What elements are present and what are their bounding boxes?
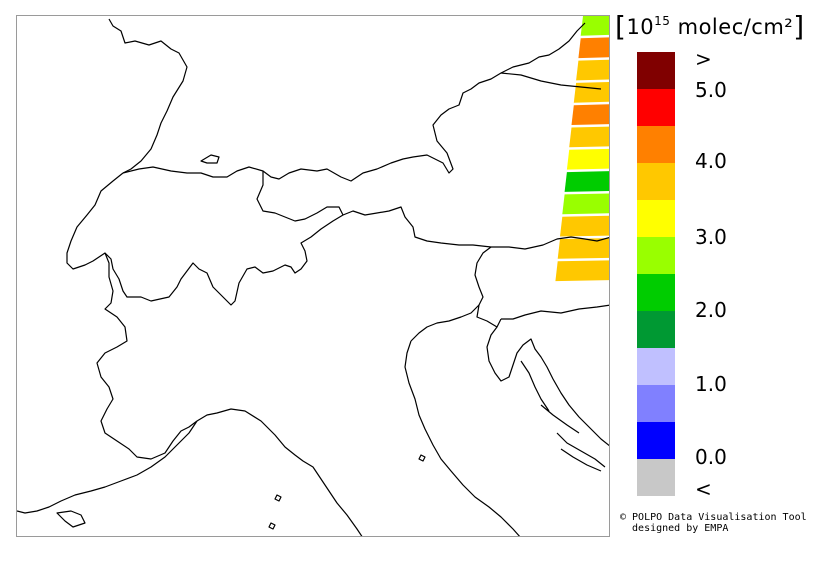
legend-unit-label: [1015 molec/cm²]	[615, 8, 805, 43]
legend-swatch-10	[637, 422, 675, 459]
small-island-1	[274, 494, 282, 502]
legend-swatch-5	[637, 237, 675, 274]
swath-pixel-4	[571, 104, 609, 125]
istria-coast	[486, 326, 609, 447]
map-panel[interactable]	[16, 15, 610, 537]
legend-swatch-2	[637, 126, 675, 163]
legend-swatch-4	[637, 200, 675, 237]
ligurian-coast	[196, 408, 363, 536]
legend-swatch-0	[637, 52, 675, 89]
legend-label-3-0: 3.0	[695, 225, 727, 249]
credit-text: © POLPO Data Visualisation Tool designed…	[620, 512, 807, 534]
legend-close-bracket: ]	[793, 10, 805, 43]
swath-pixel-7	[564, 171, 609, 192]
germany-austria-border	[262, 22, 586, 182]
swath-pixel-2	[576, 59, 609, 81]
swath-pixel-11	[555, 260, 609, 282]
italy-austria-border	[342, 206, 609, 250]
austria-czech-border	[500, 72, 602, 90]
small-island-3	[418, 454, 426, 462]
legend-swatch-3	[637, 163, 675, 200]
legend-swatch-1	[637, 89, 675, 126]
legend-open-bracket: [	[615, 10, 627, 43]
italy-slovenia-border	[474, 246, 502, 328]
legend-unit-exponent: 15	[654, 14, 671, 28]
croatian-islands	[520, 360, 606, 472]
legend-label-5-0: 5.0	[695, 78, 727, 102]
corsica-north	[56, 510, 86, 528]
swath-pixel-8	[562, 193, 609, 215]
legend-swatch-11	[637, 459, 675, 496]
swath-pixel-5	[569, 126, 609, 148]
legend-swatch-6	[637, 274, 675, 311]
small-island-2	[268, 522, 276, 530]
credit-line-1: © POLPO Data Visualisation Tool	[620, 512, 807, 523]
france-italy-border	[96, 252, 198, 460]
venice-lagoon	[410, 304, 480, 342]
legend-label-4-0: 4.0	[695, 149, 727, 173]
legend-unit-suffix: molec/cm²	[670, 15, 794, 39]
legend-swatch-8	[637, 348, 675, 385]
legend-swatch-7	[637, 311, 675, 348]
mediterranean-coast-france	[17, 420, 198, 514]
legend-label-less: <	[695, 477, 712, 501]
map-canvas	[17, 16, 609, 536]
legend-swatch-9	[637, 385, 675, 422]
swath-pixel-0	[580, 16, 609, 36]
swath-pixel-1	[578, 37, 609, 59]
adriatic-coast-italy	[404, 340, 521, 536]
legend-label-2-0: 2.0	[695, 298, 727, 322]
legend-label-1-0: 1.0	[695, 372, 727, 396]
switzerland-outline	[66, 166, 344, 306]
swath-pixel-9	[560, 215, 609, 237]
satellite-swath	[555, 16, 609, 282]
swath-pixel-10	[557, 238, 609, 259]
legend-label-0-0: 0.0	[695, 445, 727, 469]
color-legend-bar	[637, 52, 675, 496]
liechtenstein-lake	[200, 154, 220, 164]
slovenia-croatia-border	[501, 304, 609, 320]
legend-label-greater: >	[695, 47, 712, 71]
swath-pixel-6	[566, 148, 609, 170]
credit-line-2: designed by EMPA	[620, 523, 729, 534]
france-germany-border	[108, 18, 188, 174]
swath-pixel-3	[573, 82, 609, 103]
legend-unit-base: 10	[626, 15, 655, 39]
